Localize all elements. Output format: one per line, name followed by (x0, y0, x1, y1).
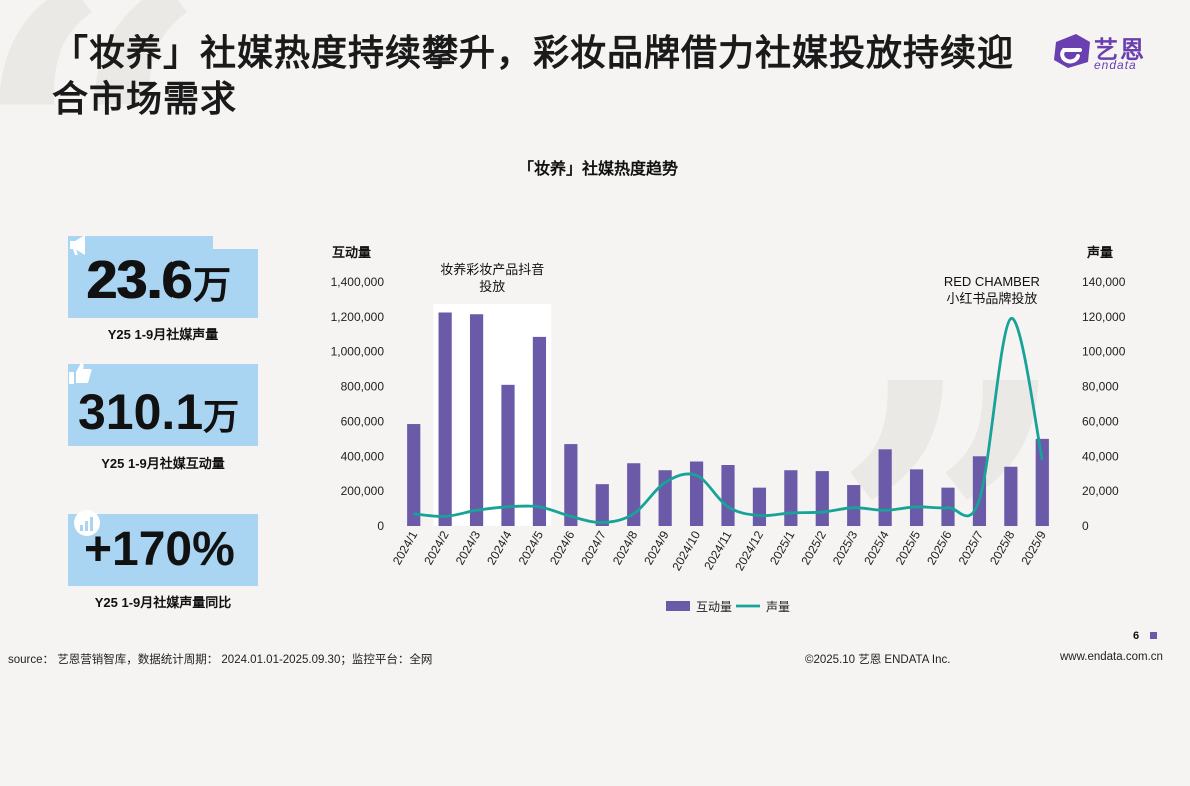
kpi-number: 310.1 (78, 384, 204, 440)
chart-title: 「妆养」社媒热度趋势 (518, 159, 678, 178)
y-right-tick-label: 100,000 (1082, 345, 1126, 359)
y-left-tick-label: 800,000 (341, 380, 385, 394)
legend-swatch-bar (666, 601, 690, 611)
x-tick-label: 2024/5 (516, 528, 547, 567)
kpi-number: 23.6 (88, 250, 194, 310)
logo-text-en: endata (1094, 58, 1137, 72)
kpi-label-interaction: Y25 1-9月社媒互动量 (101, 456, 225, 471)
y-right-tick-label: 0 (1082, 519, 1089, 533)
footer-copyright: ©2025.10 艺恩 ENDATA Inc. (805, 654, 951, 666)
annotation-highlight-box (433, 304, 552, 526)
kpi-card-growth (68, 510, 258, 586)
thumbs-up-icon (69, 363, 92, 384)
x-tick-label: 2024/7 (578, 528, 609, 567)
kpi-value-growth: +170% (84, 523, 235, 576)
kpi-card-interaction (68, 363, 258, 446)
bar-interaction (689, 461, 704, 526)
growth-chart-icon (74, 510, 100, 536)
x-tick-label: 2025/5 (893, 528, 924, 567)
x-tick-label: 2024/10 (669, 528, 703, 573)
x-tick-label: 2025/2 (798, 528, 829, 567)
endata-logo: 艺恩 endata (1052, 30, 1162, 74)
bar-interaction (438, 312, 452, 526)
x-tick-label: 2025/7 (956, 528, 987, 567)
y-left-tick-label: 1,000,000 (331, 345, 385, 359)
bar-interaction (972, 456, 987, 526)
page-title: 「妆养」社媒热度持续攀升，彩妆品牌借力社媒投放持续迎合市场需求 (52, 32, 1015, 119)
y-left-tick-label: 0 (377, 519, 384, 533)
annotation-douyin: 投放 (479, 279, 505, 294)
logo-text-cn: 艺恩 (1094, 37, 1146, 64)
x-tick-label: 2024/3 (453, 528, 484, 567)
kpi-unit: 万 (203, 396, 240, 437)
x-tick-label: 2024/12 (732, 528, 766, 573)
x-tick-label: 2024/2 (421, 528, 452, 567)
legend-label-bar: 互动量 (696, 600, 732, 614)
bar-interaction (752, 487, 767, 526)
bar-interaction (532, 336, 547, 526)
kpi-value-volume-overlay: 23.6万 (88, 250, 231, 316)
y-left-tick-label: 600,000 (341, 414, 385, 428)
y-right-tick-label: 40,000 (1082, 449, 1119, 463)
x-tick-label: 2025/3 (830, 528, 861, 567)
footer-website: www.endata.com.cn (1060, 651, 1163, 663)
y-right-tick-label: 20,000 (1082, 484, 1119, 498)
kpi-card-volume-extension (172, 249, 258, 318)
x-tick-label: 2025/6 (924, 528, 955, 567)
bar-interaction (909, 469, 924, 526)
kpi-unit: 万 (193, 265, 232, 307)
y-right-tick-label: 80,000 (1082, 380, 1119, 394)
y-left-tick-label: 200,000 (341, 484, 385, 498)
legend-label-line: 声量 (766, 600, 790, 614)
line-volume (413, 317, 1044, 524)
x-tick-label: 2024/1 (390, 528, 421, 567)
megaphone-icon (70, 235, 85, 255)
bar-interaction (1004, 466, 1018, 526)
y-axis-left-title: 互动量 (332, 245, 371, 260)
bar-interaction (847, 485, 861, 526)
bar-interaction (815, 471, 829, 526)
y-left-tick-label: 400,000 (341, 449, 385, 463)
kpi-label-growth: Y25 1-9月社媒声量同比 (94, 595, 232, 610)
y-left-tick-label: 1,200,000 (331, 310, 385, 324)
y-left-tick-label: 1,400,000 (331, 275, 385, 289)
annotation-redbook: 小红书品牌投放 (946, 291, 1037, 306)
x-tick-label: 2025/4 (861, 528, 892, 567)
y-right-tick-label: 140,000 (1082, 275, 1126, 289)
bar-interaction (407, 424, 421, 526)
bar-interaction (501, 384, 515, 526)
x-tick-label: 2024/9 (641, 528, 672, 567)
bar-interaction (595, 484, 609, 526)
bar-interaction (878, 449, 892, 526)
x-tick-label: 2025/8 (987, 528, 1018, 567)
footer-source: source： 艺恩营销智库，数据统计周期： 2024.01.01-2025.0… (8, 654, 433, 666)
x-tick-label: 2025/9 (1018, 528, 1049, 567)
kpi-value-interaction: 310.1万 (78, 382, 239, 447)
x-tick-label: 2024/11 (701, 528, 735, 572)
bar-interaction (564, 444, 578, 526)
x-tick-label: 2024/6 (547, 528, 578, 567)
x-tick-label: 2024/8 (610, 528, 641, 567)
bar-interaction (784, 470, 798, 526)
annotation-douyin: 妆养彩妆产品抖音 (440, 262, 544, 277)
y-right-tick-label: 60,000 (1082, 414, 1119, 428)
page-marker (1150, 632, 1157, 639)
bar-interaction (1035, 438, 1049, 526)
bar-interaction (721, 465, 735, 526)
page-number: 6 (1133, 630, 1140, 642)
bar-interaction (469, 314, 484, 526)
annotation-redbook: RED CHAMBER (944, 274, 1040, 289)
x-tick-label: 2025/1 (767, 528, 798, 567)
x-tick-label: 2024/4 (484, 528, 515, 567)
y-axis-right-title: 声量 (1086, 245, 1113, 260)
kpi-label-volume: Y25 1-9月社媒声量 (107, 327, 219, 342)
y-right-tick-label: 120,000 (1082, 310, 1126, 324)
endata-logo-mark (1054, 34, 1090, 68)
